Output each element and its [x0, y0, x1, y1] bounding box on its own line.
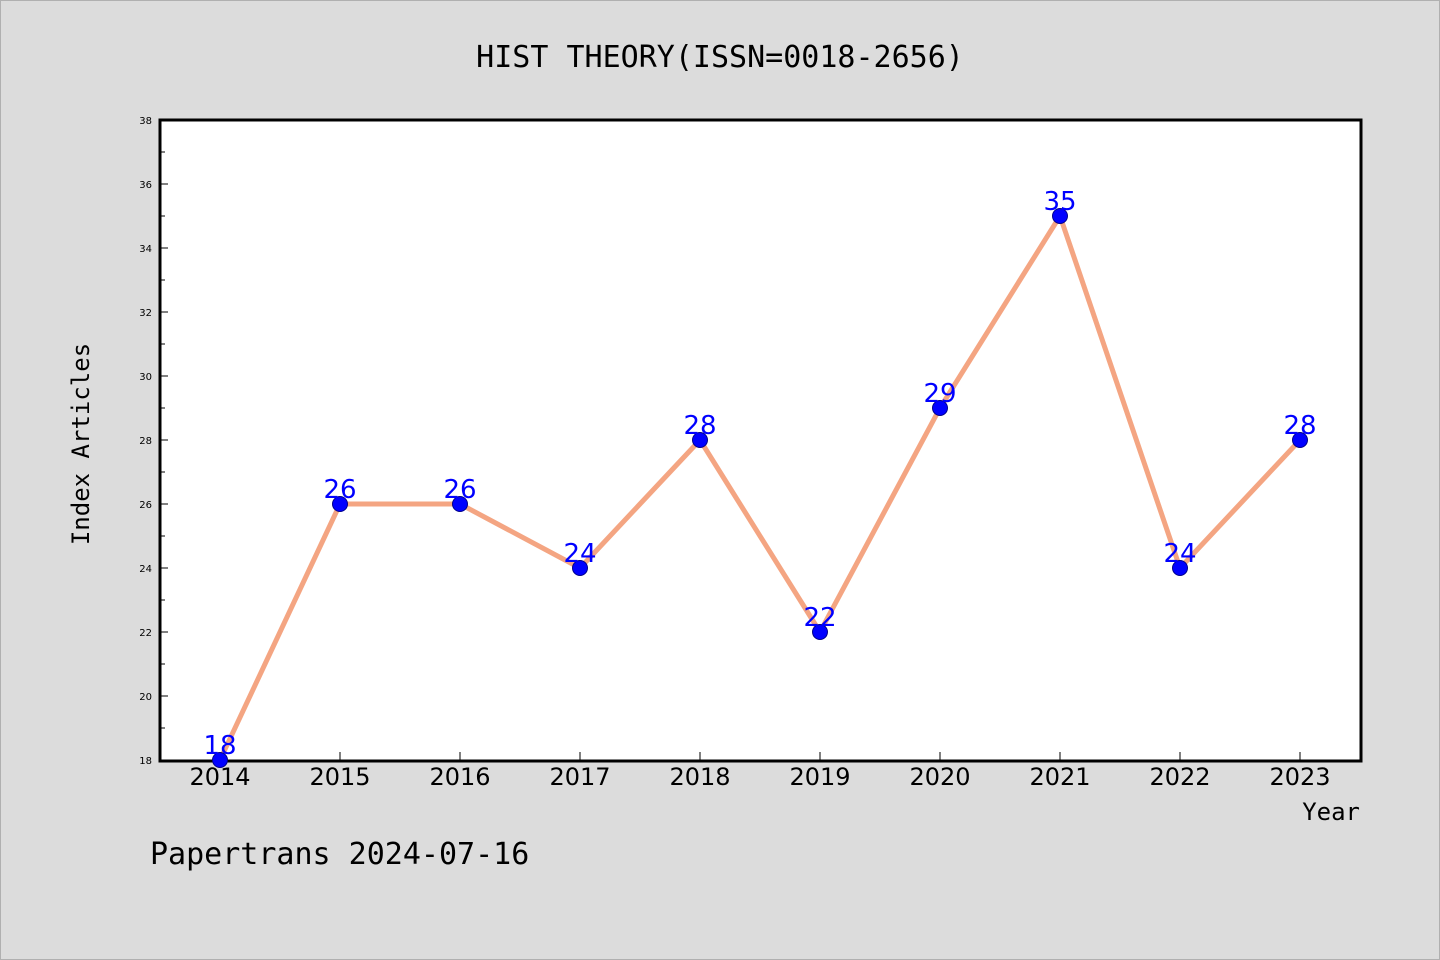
y-tick-label: 26	[139, 500, 152, 511]
chart-title: HIST THEORY(ISSN=0018-2656)	[476, 40, 964, 75]
plot-area	[158, 118, 1363, 763]
series-points	[212, 208, 1308, 768]
data-point	[1172, 560, 1188, 576]
data-point	[932, 400, 948, 416]
y-axis-label: Index Articles	[67, 343, 95, 545]
y-tick-label: 38	[139, 116, 152, 127]
data-label: 26	[443, 475, 476, 505]
y-tick-label: 22	[139, 628, 152, 639]
y-tick-label: 24	[139, 564, 152, 575]
y-tick-label: 34	[139, 244, 152, 255]
data-point	[572, 560, 588, 576]
data-label: 24	[1163, 539, 1196, 569]
data-label: 35	[1043, 187, 1076, 217]
data-labels: 18 26 26 24 28 22 29 35 24 28	[203, 187, 1316, 761]
data-point	[1292, 432, 1308, 448]
x-tick-label: 2017	[549, 763, 610, 791]
y-tick-label: 36	[139, 180, 152, 191]
footer-watermark: Papertrans 2024-07-16	[150, 837, 529, 872]
data-label: 29	[923, 379, 956, 409]
x-tick-label: 2018	[669, 763, 730, 791]
y-tick-label: 30	[139, 372, 152, 383]
data-label: 18	[203, 731, 236, 761]
x-tick-label: 2015	[309, 763, 370, 791]
data-label: 28	[683, 411, 716, 441]
data-point	[692, 432, 708, 448]
x-axis-ticks: 2014 2015 2016 2017 2018 2019 2020 2021 2022 2023	[189, 752, 1331, 791]
data-point	[452, 496, 468, 512]
series-polyline	[217, 213, 1303, 763]
data-point	[212, 752, 228, 768]
series-line	[217, 213, 1303, 763]
y-tick-label: 20	[139, 692, 152, 703]
x-tick-label: 2020	[909, 763, 970, 791]
y-axis-ticks: 18 20 22 24 26 28 30 32 34 36 38	[139, 116, 168, 767]
x-tick-label: 2016	[429, 763, 490, 791]
data-point	[812, 624, 828, 640]
data-label: 26	[323, 475, 356, 505]
y-tick-label: 28	[139, 436, 152, 447]
x-axis-label: Year	[1302, 798, 1360, 826]
y-tick-label: 32	[139, 308, 152, 319]
data-label: 28	[1283, 411, 1316, 441]
data-point	[332, 496, 348, 512]
x-tick-label: 2019	[789, 763, 850, 791]
x-tick-label: 2021	[1029, 763, 1090, 791]
y-tick-label: 18	[139, 756, 152, 767]
data-label: 24	[563, 539, 596, 569]
x-tick-label: 2022	[1149, 763, 1210, 791]
x-tick-label: 2023	[1269, 763, 1330, 791]
data-label: 22	[803, 603, 836, 633]
data-point	[1052, 208, 1068, 224]
